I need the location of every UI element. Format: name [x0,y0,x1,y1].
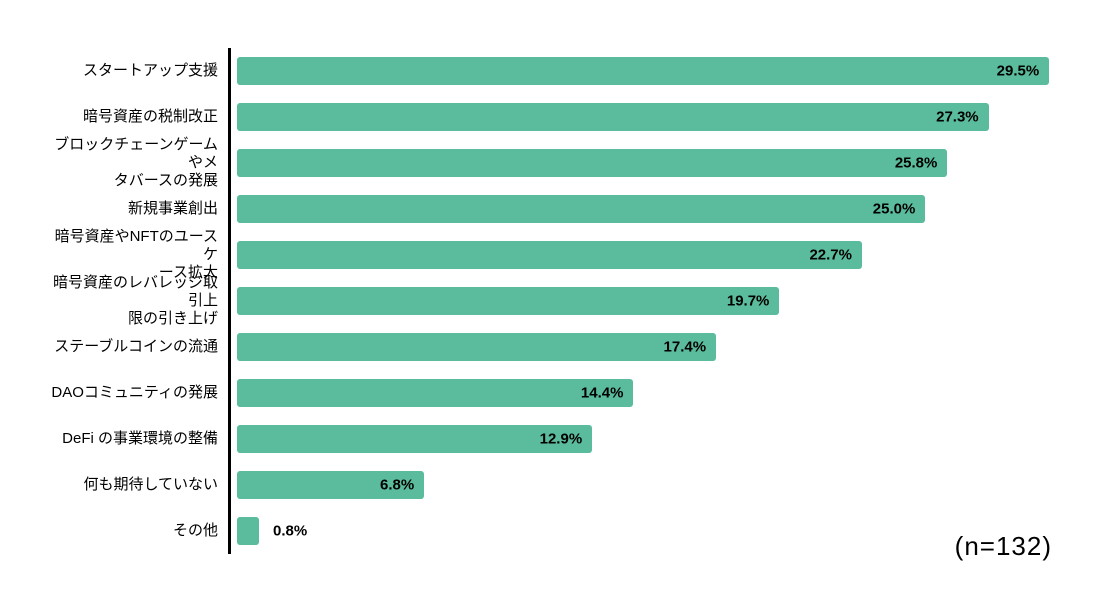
bar-label: 何も期待していない [40,476,228,494]
bar-value: 6.8% [380,477,414,494]
bar-value: 0.8% [273,523,307,540]
chart-row: ブロックチェーンゲームやメ タバースの発展25.8% [40,140,1072,186]
bar-wrap: 0.8% [231,508,1072,554]
horizontal-bar-chart: スタートアップ支援 29.5% 暗号資産の税制改正 27.3% ブロックチェーンゲームや… [40,48,1072,554]
bar-label: スタートアップ支援 [40,62,228,80]
chart-row: スタートアップ支援 29.5% [40,48,1072,94]
bar-label: DeFi の事業環境の整備 [40,430,228,448]
bar-label: 暗号資産のレバレッジ取引上 限の引き上げ [40,274,228,327]
bar-wrap: 27.3% [231,94,1072,140]
bar [237,241,862,269]
bar-value: 14.4% [581,385,624,402]
bar-label: ブロックチェーンゲームやメ タバースの発展 [40,136,228,189]
bar-wrap: 22.7% [231,232,1072,278]
bar-value: 12.9% [540,431,583,448]
bar [237,103,989,131]
chart-row: 新規事業創出 25.0% [40,186,1072,232]
bar-label: DAOコミュニティの発展 [40,384,228,402]
bar [237,379,633,407]
bar-wrap: 25.8% [231,140,1072,186]
chart-row: その他 0.8% [40,508,1072,554]
bar-value: 29.5% [997,63,1040,80]
bar-label: 暗号資産の税制改正 [40,108,228,126]
bar-label: ステーブルコインの流通 [40,338,228,356]
bar-wrap: 19.7% [231,278,1072,324]
bar-wrap: 25.0% [231,186,1072,232]
bar-wrap: 29.5% [231,48,1072,94]
bar-value: 25.8% [895,155,938,172]
chart-row: 何も期待していない 6.8% [40,462,1072,508]
bar [237,333,716,361]
bar [237,287,779,315]
bar-label: 新規事業創出 [40,200,228,218]
bar-value: 17.4% [664,339,707,356]
bar-label: その他 [40,522,228,540]
chart-row: ステーブルコインの流通 17.4% [40,324,1072,370]
sample-size-label: (n=132) [955,531,1052,562]
bar-value: 22.7% [809,247,852,264]
bar-value: 25.0% [873,201,916,218]
chart-row: 暗号資産のレバレッジ取引上 限の引き上げ19.7% [40,278,1072,324]
bar [237,149,947,177]
bar-wrap: 6.8% [231,462,1072,508]
bar [237,57,1049,85]
bar-wrap: 17.4% [231,324,1072,370]
bar [237,517,259,545]
bar-value: 19.7% [727,293,770,310]
chart-row: DAOコミュニティの発展 14.4% [40,370,1072,416]
bar-wrap: 12.9% [231,416,1072,462]
chart-row: DeFi の事業環境の整備 12.9% [40,416,1072,462]
bar [237,195,925,223]
chart-row: 暗号資産やNFTのユースケ ース拡大22.7% [40,232,1072,278]
bar-value: 27.3% [936,109,979,126]
chart-row: 暗号資産の税制改正 27.3% [40,94,1072,140]
bar-wrap: 14.4% [231,370,1072,416]
